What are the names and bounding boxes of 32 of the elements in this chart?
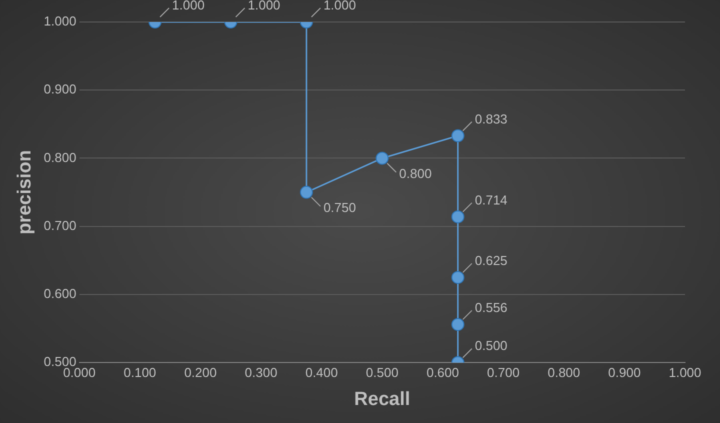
y-tick-label: 0.600	[44, 286, 76, 302]
data-label: 0.833	[474, 111, 508, 126]
data-label: 0.500	[474, 338, 508, 354]
y-axis-title: precision	[14, 150, 36, 235]
data-label: 1.000	[172, 0, 205, 13]
x-tick-label: 0.400	[305, 364, 338, 380]
x-tick-label: 0.200	[184, 364, 217, 380]
x-tick-label: 0.900	[608, 364, 641, 380]
point	[376, 152, 389, 165]
x-tick-label: 0.300	[244, 364, 278, 380]
x-tick-label: 0.100	[124, 364, 156, 380]
point	[451, 270, 464, 284]
data-label: 0.800	[399, 166, 432, 181]
point	[451, 210, 464, 224]
data-label: 0.750	[323, 200, 356, 215]
data-label: 1.000	[248, 0, 280, 13]
data-label: 0.625	[474, 253, 508, 268]
data-label: 1.000	[323, 0, 356, 13]
x-tick-label: 0.700	[487, 364, 520, 380]
y-tick-label: 1.000	[44, 14, 76, 29]
point	[300, 186, 313, 199]
x-tick-label: 0.600	[426, 364, 460, 380]
y-tick-label: 0.700	[44, 218, 76, 233]
data-label: 0.714	[474, 192, 508, 208]
point	[451, 129, 464, 142]
y-tick-label: 0.800	[44, 150, 76, 165]
x-axis-title: Recall	[354, 388, 410, 410]
x-tick-label: 1.000	[668, 364, 702, 380]
x-tick-label: 0.800	[548, 364, 580, 380]
data-label: 0.556	[474, 300, 508, 316]
x-tick-label: 0.500	[366, 364, 398, 380]
y-tick-label: 0.900	[44, 82, 76, 97]
